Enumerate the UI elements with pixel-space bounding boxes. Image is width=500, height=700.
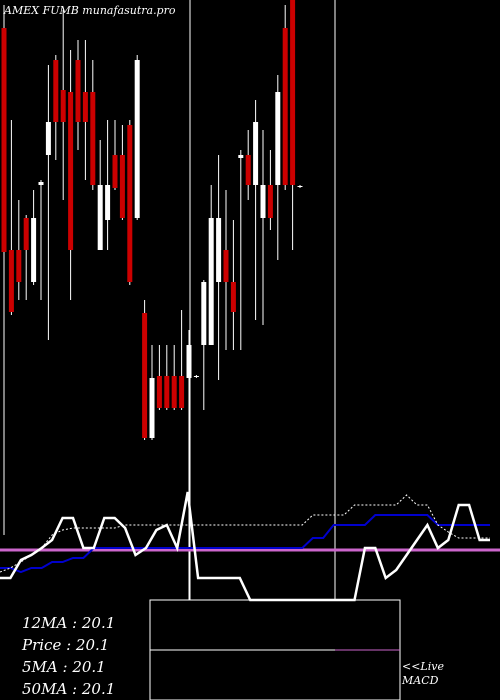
candle-body [230, 282, 236, 312]
candle-body [260, 185, 266, 218]
candle-body [31, 218, 37, 282]
candle-body [68, 92, 74, 250]
candle-body [119, 155, 125, 218]
chart-grid [189, 0, 336, 600]
candle-body [105, 185, 111, 220]
stat-price: Price : 20.1 [22, 636, 110, 654]
candle-body [97, 185, 103, 250]
candle-body [245, 155, 251, 185]
candle-body [201, 282, 207, 345]
candle-body [208, 218, 214, 345]
candle-body [179, 376, 185, 408]
candle-body [193, 376, 199, 377]
candle-body [16, 250, 22, 282]
candle-body [297, 186, 303, 187]
candle-body [267, 185, 273, 218]
stat-12ma: 12MA : 20.1 [22, 614, 116, 632]
candle-body [216, 218, 222, 282]
candle-body [38, 182, 44, 185]
candle-body [164, 376, 170, 408]
candle-body [127, 125, 133, 282]
candle-body [23, 218, 29, 250]
candle-body [253, 122, 259, 185]
candle-body [282, 28, 288, 185]
chart-title: AMEX FUMB munafasutra.pro [4, 4, 176, 17]
candle-body [275, 92, 281, 185]
stats-panel: 12MA : 20.1 Price : 20.1 5MA : 20.1 50MA… [22, 612, 115, 700]
stat-5ma: 5MA : 20.1 [22, 658, 106, 676]
candle-body [8, 250, 14, 312]
candle-body [82, 92, 88, 122]
candle-body [45, 122, 51, 155]
candle-body [134, 60, 140, 218]
macd-title: MACD [402, 674, 439, 687]
candle-body [186, 345, 192, 378]
candle-body [238, 155, 244, 158]
ma-white-line [0, 491, 490, 602]
candle-body [156, 376, 162, 408]
ma-dotted-line [0, 494, 490, 573]
candle-body [142, 313, 148, 438]
candlestick-series [1, 0, 303, 600]
candle-body [223, 250, 229, 282]
candle-body [1, 28, 7, 252]
candle-body [290, 0, 296, 185]
candle-body [53, 60, 59, 122]
live-label: <<Live [402, 660, 444, 673]
candle-body [75, 60, 81, 122]
candle-body [90, 92, 96, 185]
candle-body [171, 376, 177, 408]
macd-panel [149, 599, 401, 700]
ma-blue-line [0, 514, 490, 574]
indicator-lines [0, 491, 500, 602]
candle-body [149, 378, 155, 438]
stat-50ma: 50MA : 20.1 [22, 680, 116, 698]
candle-body [112, 155, 118, 188]
candle-body [60, 90, 66, 122]
macd-label: <<Live MACD [402, 660, 444, 688]
